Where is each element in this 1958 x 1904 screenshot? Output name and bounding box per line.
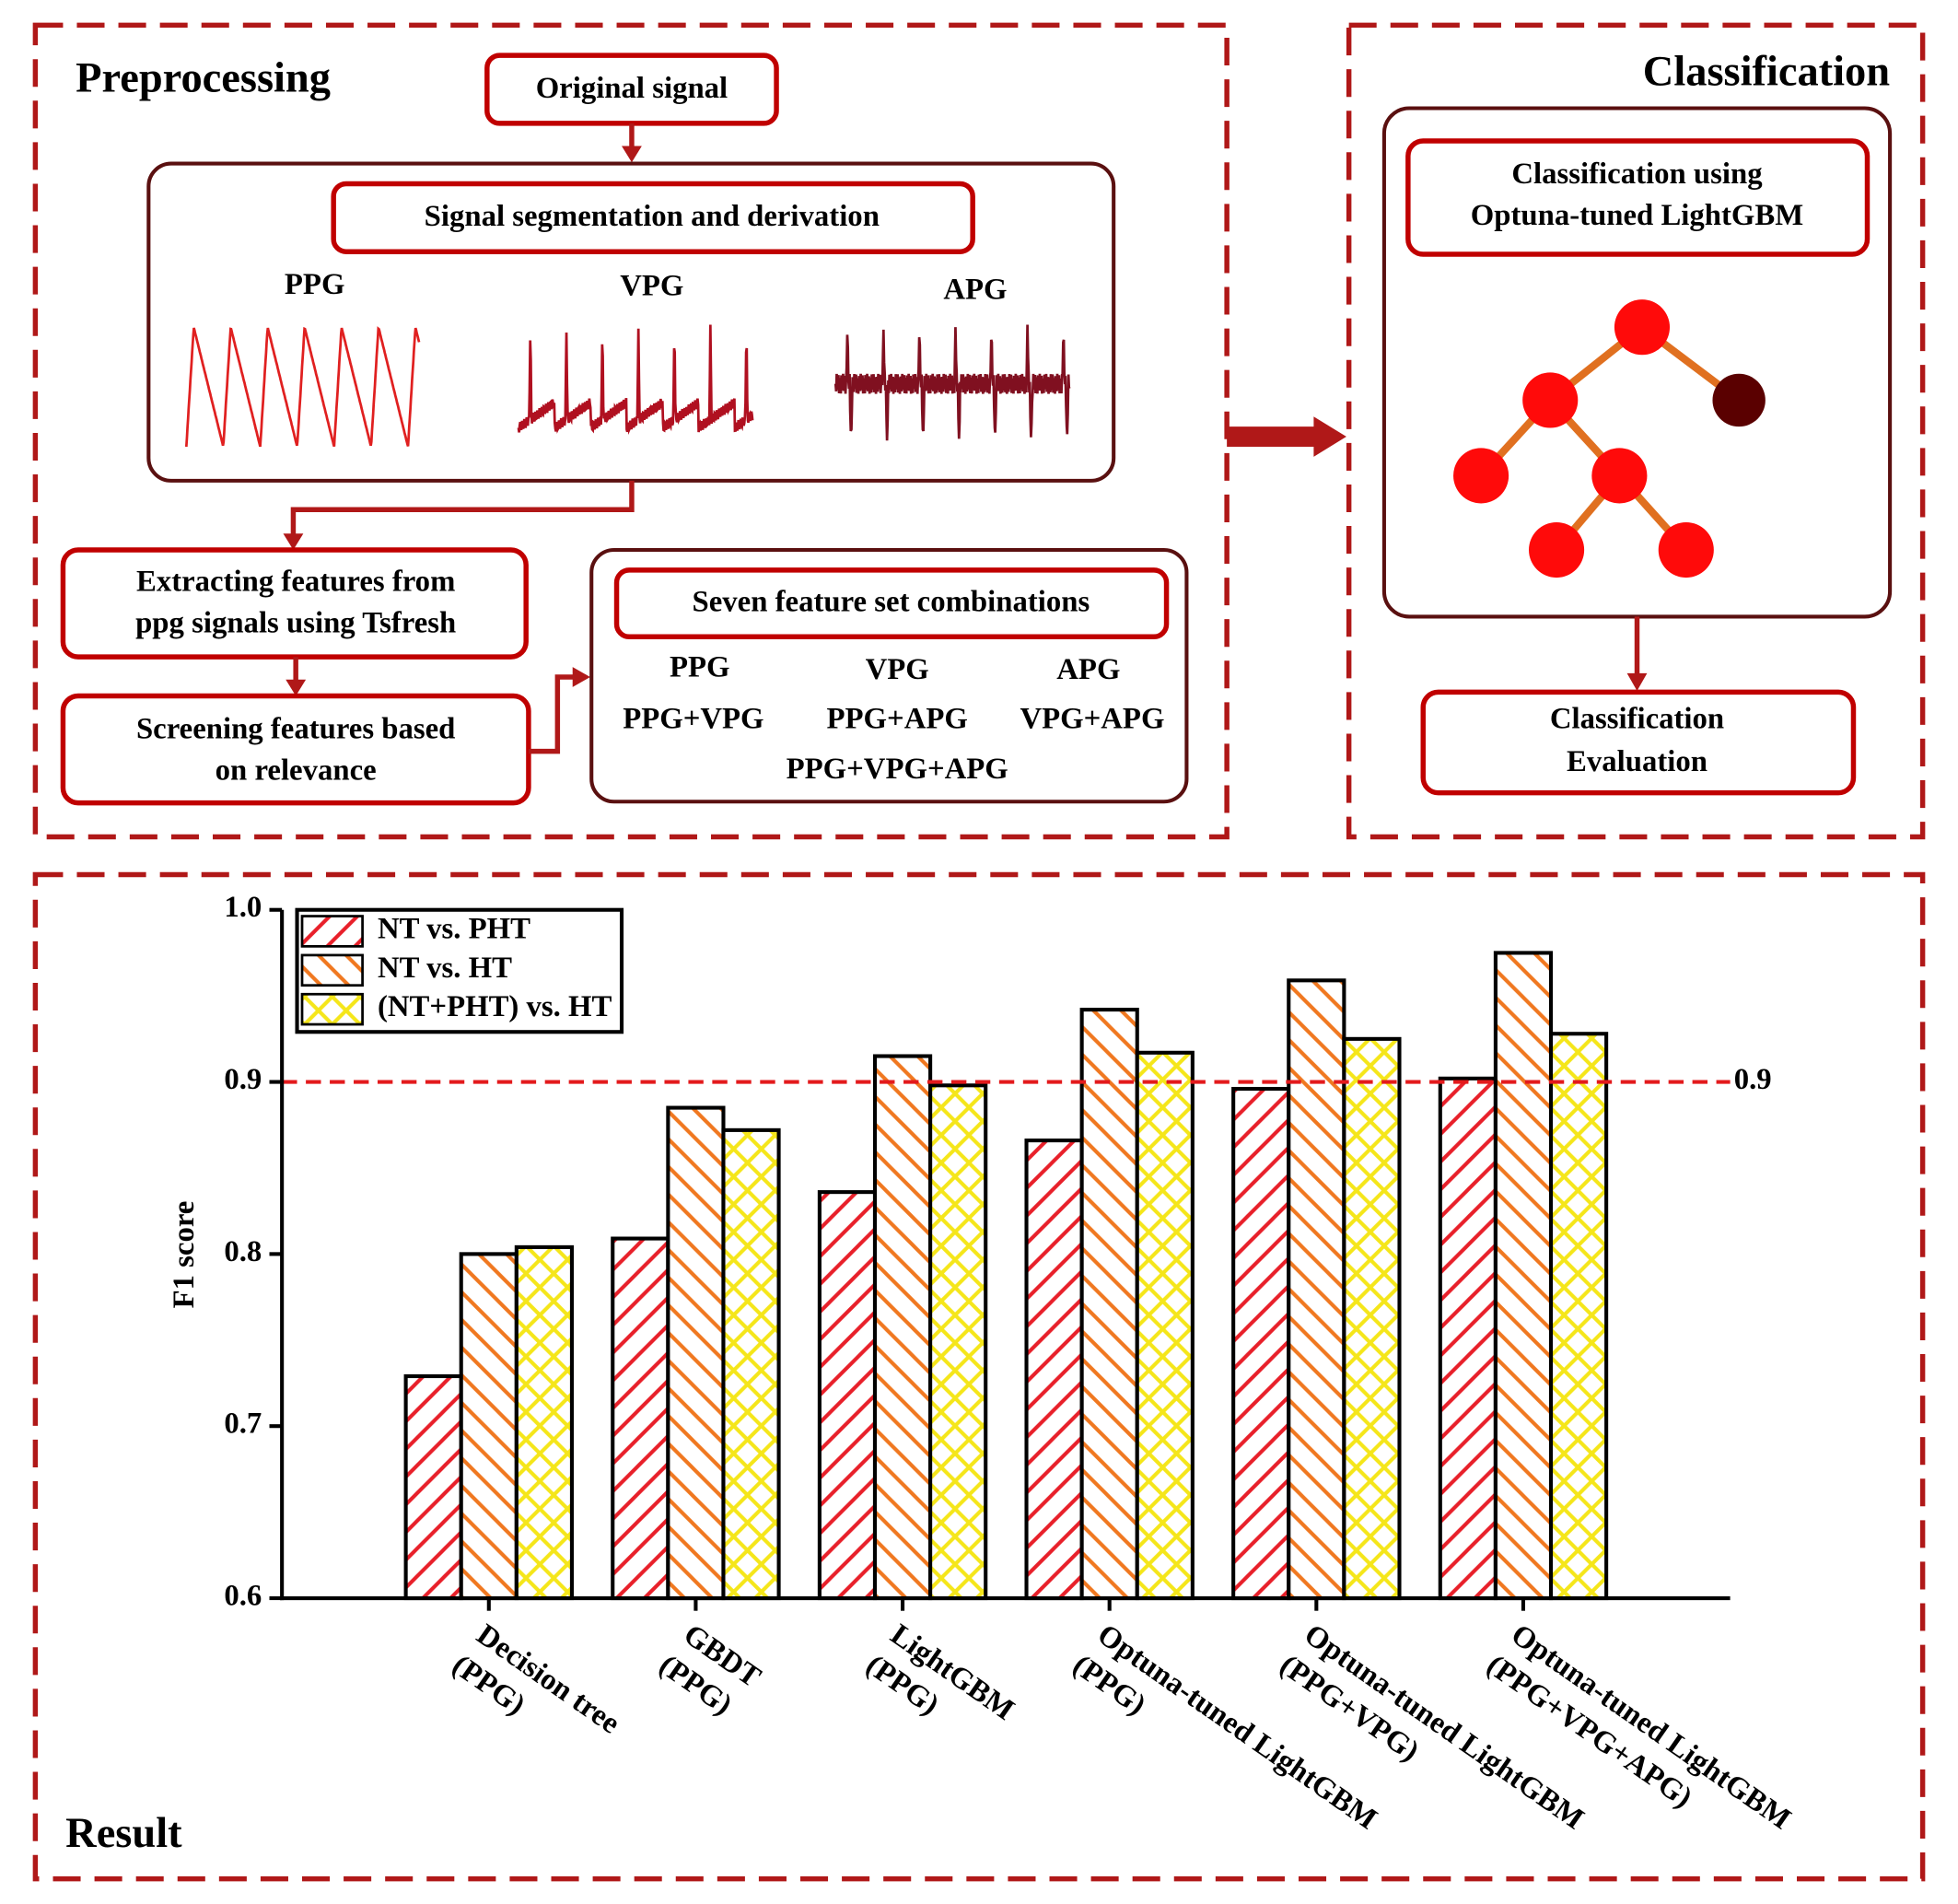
bar — [514, 1244, 574, 1601]
x-tick-label-group: Optuna-tuned LightGBM(PPG+VPG+APG) — [1481, 1618, 1797, 1836]
chart: 0.9 0.6 0.7 0.8 0.9 1.0 F1 score Decision tree(… — [168, 891, 1797, 1836]
combination: APG — [1056, 653, 1120, 686]
box-label: Signal segmentation and derivation — [425, 200, 880, 233]
box — [1420, 689, 1857, 796]
waveform — [184, 326, 421, 448]
bar — [1548, 1032, 1609, 1601]
legend-label: (NT+PHT) vs. HT — [378, 990, 612, 1023]
bar — [1024, 1139, 1084, 1601]
bar — [1342, 1036, 1402, 1601]
bar — [459, 1252, 519, 1601]
classification-frame — [1346, 22, 1926, 840]
bar — [872, 1054, 933, 1601]
box-label: Classification using — [1511, 158, 1763, 191]
combination: PPG+APG — [827, 702, 968, 735]
box — [1405, 138, 1871, 257]
legend-label: NT vs. HT — [378, 952, 512, 985]
section-title: Classification — [1643, 49, 1890, 96]
bar — [1438, 1076, 1498, 1601]
combination: PPG — [670, 650, 730, 683]
y-axis-label: F1 score — [168, 1201, 201, 1309]
combination: VPG — [866, 653, 929, 686]
bar — [1493, 951, 1554, 1601]
box-label: on relevance — [216, 753, 377, 787]
signal-label: VPG — [620, 269, 683, 302]
arrow — [528, 674, 576, 754]
signal-label: PPG — [285, 268, 345, 301]
bar — [817, 1190, 878, 1601]
box-label: Optuna-tuned LightGBM — [1471, 199, 1803, 232]
combination: VPG+APG — [1020, 702, 1164, 735]
x-tick-label-group: LightGBM(PPG) — [860, 1618, 1020, 1726]
arrow-head — [622, 146, 642, 163]
y-tick-label: 0.9 — [224, 1063, 262, 1096]
legend-swatch — [300, 992, 364, 1026]
box-label: Extracting features from — [136, 565, 455, 598]
legend-swatch — [300, 953, 364, 987]
box — [331, 181, 975, 254]
box-label: Evaluation — [1567, 745, 1707, 778]
arrow — [290, 480, 635, 536]
section-title: Result — [65, 1810, 182, 1857]
tree-nodes — [1453, 299, 1766, 578]
combination: PPG+VPG — [623, 702, 763, 735]
arrow-head — [572, 667, 590, 687]
result-frame — [32, 871, 1926, 1882]
waveform — [833, 324, 1071, 441]
bar — [1287, 978, 1346, 1601]
arrow-head — [286, 679, 307, 696]
x-tick-label-group: Decision tree(PPG) — [446, 1618, 625, 1740]
bar — [1135, 1050, 1195, 1601]
signal-label: APG — [943, 273, 1007, 306]
y-tick-label: 0.6 — [224, 1580, 262, 1613]
bar — [1079, 1008, 1139, 1601]
y-tick-label: 0.8 — [224, 1235, 262, 1268]
bar — [611, 1236, 670, 1601]
y-tick-label: 1.0 — [224, 891, 262, 924]
bar — [666, 1105, 726, 1601]
bar — [403, 1373, 463, 1601]
waveform — [517, 324, 754, 435]
box-label: Seven feature set combinations — [693, 585, 1090, 618]
reference-label: 0.9 — [1734, 1063, 1772, 1096]
legend-swatch — [300, 915, 364, 948]
section-title: Preprocessing — [76, 54, 331, 101]
box-label: Screening features based — [136, 712, 455, 745]
combination: PPG+VPG+APG — [787, 753, 1008, 786]
box-label: ppg signals using Tsfresh — [135, 606, 456, 639]
y-tick-label: 0.7 — [224, 1408, 262, 1441]
bar — [928, 1083, 988, 1601]
legend-label: NT vs. PHT — [378, 912, 530, 945]
box-label: Original signal — [536, 72, 728, 105]
box — [613, 567, 1170, 640]
big-arrow — [1227, 416, 1346, 457]
x-tick-label-group: GBDT(PPG) — [653, 1618, 766, 1722]
bar — [1231, 1086, 1291, 1601]
bar — [721, 1127, 781, 1601]
arrow-head — [1626, 672, 1648, 692]
arrow-head — [283, 533, 304, 551]
box-label: Classification — [1550, 702, 1724, 735]
